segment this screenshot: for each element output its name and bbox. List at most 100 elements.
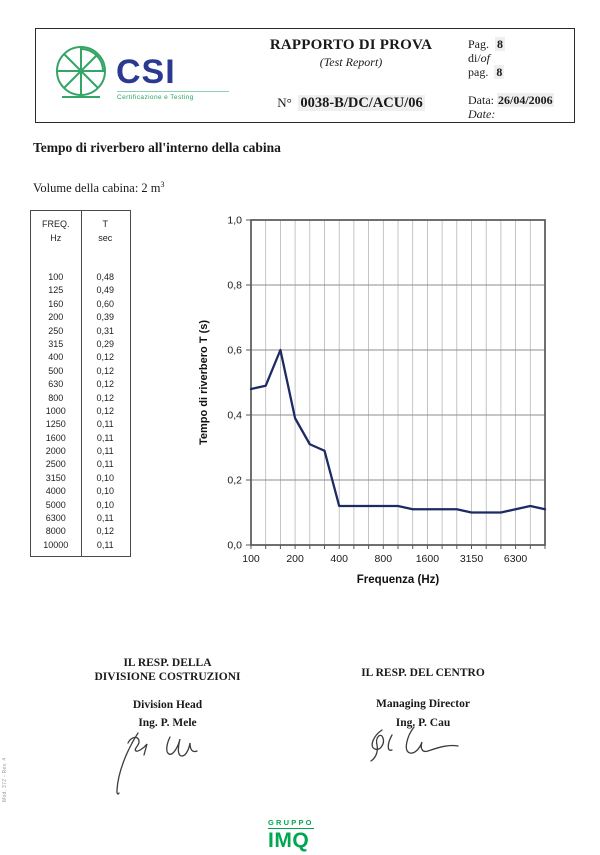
t-cell: 0,39 bbox=[96, 312, 115, 323]
table-row: 6300 0,11 bbox=[31, 512, 130, 525]
t-cell: 0,10 bbox=[96, 486, 115, 497]
sig-right-name: Ing. P. Cau bbox=[395, 716, 451, 729]
table-row: 250 0,31 bbox=[31, 325, 130, 338]
sig-left-title-2: DIVISIONE COSTRUZIONI bbox=[94, 671, 241, 684]
table-row: 4000 0,10 bbox=[31, 485, 130, 498]
svg-text:800: 800 bbox=[375, 553, 393, 565]
gruppo-imq-logo: GRUPPO IMQ bbox=[268, 812, 338, 852]
table-row: 10000 0,11 bbox=[31, 539, 130, 552]
report-number: N° 0038-B/DC/ACU/06 bbox=[277, 95, 425, 111]
report-title: RAPPORTO DI PROVA bbox=[269, 37, 433, 53]
report-date: 26/04/2006 bbox=[497, 93, 554, 107]
freq-cell: 4000 bbox=[45, 486, 66, 497]
freq-cell: 200 bbox=[48, 312, 64, 323]
signature-block-left: IL RESP. DELLA DIVISIONE COSTRUZIONI Div… bbox=[70, 656, 265, 731]
svg-text:1600: 1600 bbox=[416, 553, 440, 565]
signature-block-right: IL RESP. DEL CENTRO Managing Director In… bbox=[328, 666, 518, 730]
table-row: 1600 0,11 bbox=[31, 432, 130, 445]
t-cell: 0,11 bbox=[96, 539, 114, 550]
freq-cell: 630 bbox=[48, 379, 64, 390]
volume-note: Volume della cabina: 2 m3 bbox=[33, 180, 165, 196]
table-column-divider bbox=[80, 211, 82, 556]
section-title: Tempo di riverbero all'interno della cab… bbox=[33, 140, 281, 155]
table-row: 2500 0,11 bbox=[31, 458, 130, 471]
table-row: 160 0,60 bbox=[31, 298, 130, 311]
sig-left-role: Division Head bbox=[132, 698, 203, 711]
svg-text:Tempo di riverbero T (s): Tempo di riverbero T (s) bbox=[198, 320, 210, 445]
svg-text:400: 400 bbox=[330, 553, 348, 565]
t-cell: 0,11 bbox=[96, 459, 114, 470]
signature-right-handwriting bbox=[362, 722, 462, 775]
t-cell: 0,31 bbox=[96, 325, 115, 336]
table-row: 315 0,29 bbox=[31, 338, 130, 351]
csi-globe-icon bbox=[54, 43, 110, 108]
table-row: 125 0,49 bbox=[31, 284, 130, 297]
table-row: 1000 0,12 bbox=[31, 405, 130, 418]
page-total: 8 bbox=[494, 65, 505, 80]
svg-text:0,2: 0,2 bbox=[227, 475, 242, 487]
t-cell: 0,11 bbox=[96, 419, 114, 430]
freq-cell: 400 bbox=[48, 352, 64, 363]
svg-text:0,0: 0,0 bbox=[227, 540, 242, 552]
col-freq-unit: Hz bbox=[50, 232, 62, 243]
col-t-unit: sec bbox=[98, 232, 113, 243]
freq-cell: 10000 bbox=[43, 539, 69, 550]
sig-left-name: Ing. P. Mele bbox=[138, 717, 197, 730]
col-t-label: T bbox=[102, 219, 109, 229]
freq-cell: 3150 bbox=[45, 472, 66, 483]
table-row: 200 0,39 bbox=[31, 311, 130, 324]
sig-right-title-1: IL RESP. DEL CENTRO bbox=[361, 667, 485, 679]
table-row: 1250 0,11 bbox=[31, 418, 130, 431]
t-cell: 0,12 bbox=[96, 526, 115, 537]
margin-note: Mod. 372 - Rev. 4 bbox=[2, 757, 8, 802]
table-row: 2000 0,11 bbox=[31, 445, 130, 458]
date-info: Data: 26/04/2006 Date: bbox=[468, 93, 572, 122]
freq-cell: 2500 bbox=[45, 459, 66, 470]
t-cell: 0,12 bbox=[96, 352, 115, 363]
signature-left-handwriting bbox=[108, 726, 223, 803]
freq-cell: 125 bbox=[48, 285, 64, 296]
table-row: 8000 0,12 bbox=[31, 525, 130, 538]
freq-cell: 100 bbox=[48, 272, 64, 282]
freq-cell: 315 bbox=[48, 338, 64, 349]
t-cell: 0,11 bbox=[96, 432, 114, 443]
svg-text:1,0: 1,0 bbox=[227, 215, 242, 227]
date-label-en: Date: bbox=[468, 107, 496, 122]
freq-cell: 8000 bbox=[45, 526, 66, 537]
freq-cell: 2000 bbox=[45, 446, 66, 457]
freq-cell: 5000 bbox=[45, 499, 66, 510]
t-cell: 0,10 bbox=[96, 472, 115, 483]
freq-cell: 1250 bbox=[45, 419, 66, 430]
t-cell: 0,49 bbox=[96, 285, 115, 296]
svg-text:0,4: 0,4 bbox=[227, 410, 242, 422]
table-row: 5000 0,10 bbox=[31, 499, 130, 512]
csi-logo: CSI Certificazione e Testing bbox=[54, 41, 244, 111]
svg-text:0,8: 0,8 bbox=[227, 280, 242, 292]
svg-text:Frequenza (Hz): Frequenza (Hz) bbox=[357, 574, 440, 586]
t-cell: 0,12 bbox=[96, 405, 115, 416]
svg-text:200: 200 bbox=[286, 553, 304, 565]
sig-left-title-1: IL RESP. DELLA bbox=[123, 657, 212, 669]
imq-label: IMQ bbox=[268, 829, 310, 852]
col-freq-label: FREQ. bbox=[41, 219, 70, 229]
page-info: Pag. 8 di/of pag. 8 bbox=[468, 37, 505, 80]
report-title-block: RAPPORTO DI PROVA (Test Report) bbox=[231, 37, 471, 70]
gruppo-label: GRUPPO bbox=[268, 818, 314, 829]
csi-logo-text: CSI bbox=[116, 53, 176, 91]
t-cell: 0,12 bbox=[96, 365, 115, 376]
table-row: 400 0,12 bbox=[31, 351, 130, 364]
freq-cell: 1000 bbox=[45, 405, 66, 416]
table-row: 630 0,12 bbox=[31, 378, 130, 391]
svg-text:0,6: 0,6 bbox=[227, 345, 242, 357]
freq-cell: 250 bbox=[48, 325, 64, 336]
freq-cell: 6300 bbox=[45, 513, 66, 524]
t-cell: 0,11 bbox=[96, 513, 114, 524]
sig-right-role: Managing Director bbox=[375, 698, 470, 711]
table-row: 100 0,48 bbox=[31, 271, 130, 284]
freq-cell: 1600 bbox=[45, 432, 66, 443]
report-number-value: 0038-B/DC/ACU/06 bbox=[298, 95, 425, 111]
t-cell: 0,11 bbox=[96, 446, 114, 457]
t-cell: 0,29 bbox=[96, 338, 115, 349]
svg-text:100: 100 bbox=[242, 553, 260, 565]
